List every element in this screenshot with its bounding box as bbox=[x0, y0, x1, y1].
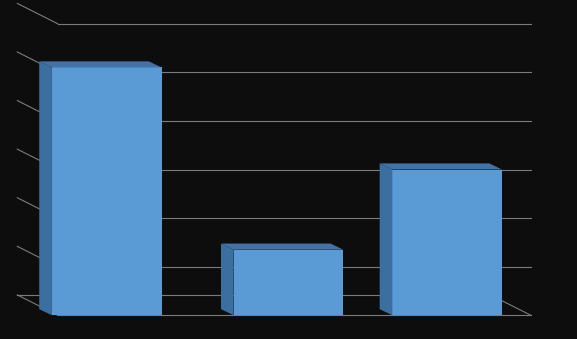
Polygon shape bbox=[39, 61, 162, 67]
Polygon shape bbox=[392, 170, 502, 315]
Polygon shape bbox=[380, 163, 502, 170]
Polygon shape bbox=[380, 163, 392, 315]
Polygon shape bbox=[52, 67, 162, 315]
Polygon shape bbox=[221, 243, 234, 315]
Polygon shape bbox=[221, 243, 343, 250]
Polygon shape bbox=[234, 250, 343, 315]
Polygon shape bbox=[39, 61, 52, 315]
